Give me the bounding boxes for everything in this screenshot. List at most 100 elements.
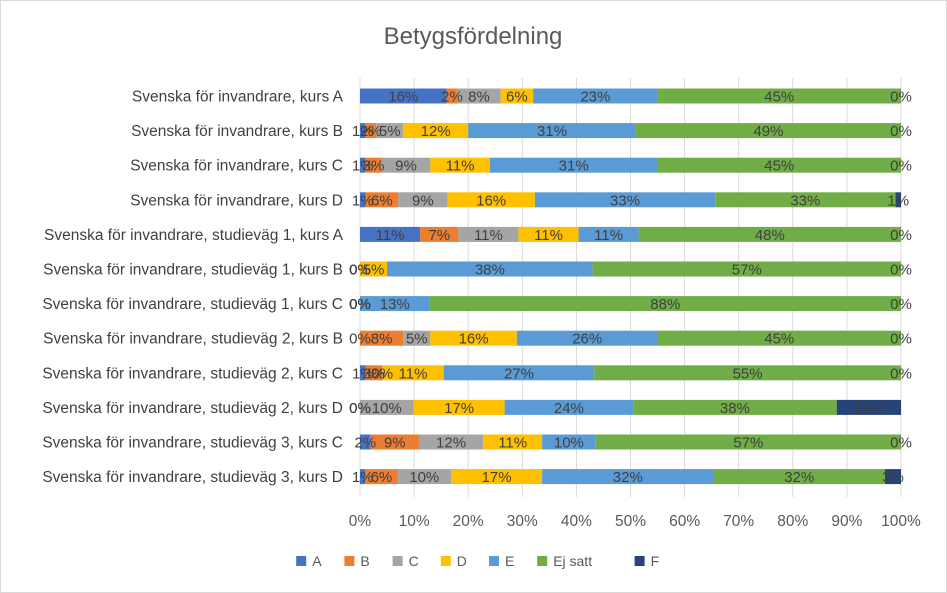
data-label: 6% [506,89,528,106]
x-tick-label: 30% [507,513,538,530]
data-label: 0% [349,400,371,417]
category-label: Svenska för invandrare, studieväg 2, kur… [42,365,343,382]
x-tick-label: 20% [453,513,484,530]
bar-segment [430,157,490,173]
data-label: 10% [372,400,402,417]
category-label: Svenska för invandrare, kurs B [131,123,343,140]
data-label: 55% [733,365,763,382]
bar-segment [638,226,901,242]
x-tick-label: 50% [615,513,646,530]
data-label: 31% [537,123,567,140]
bar-segment [533,88,658,104]
data-label: 2% [360,123,382,140]
bar-segment [360,434,371,450]
data-label: 32% [613,469,643,486]
data-label: 0% [890,296,912,313]
data-label: 45% [764,158,794,175]
data-label: 0% [349,296,371,313]
bar-segment [365,469,398,485]
bar-segment [443,365,595,381]
data-label: 32% [784,469,814,486]
data-label: 0% [371,365,393,382]
data-label: 45% [764,331,794,348]
bar-segment [413,399,505,415]
bar-segment [376,123,404,139]
data-label: 6% [371,469,393,486]
bar-segment [447,192,535,208]
category-label: Svenska för invandrare, studieväg 2, kur… [43,331,343,348]
bar-segment [534,192,716,208]
data-label: 13% [380,296,410,313]
data-label: 16% [459,331,489,348]
data-label: 0% [890,158,912,175]
category-label: Svenska för invandrare, kurs D [130,192,343,209]
data-label: 0% [890,262,912,279]
data-label: 16% [476,192,506,209]
data-label: 49% [753,123,783,140]
bar-segment [403,123,469,139]
bar-segment [504,399,634,415]
bar-segment [365,365,383,381]
bar-segment [595,434,901,450]
data-label: 5% [406,331,428,348]
data-label: 0% [349,296,371,313]
data-label: 7% [428,227,450,244]
bar-segment [360,365,366,381]
data-label: 45% [764,89,794,106]
data-label: 38% [720,400,750,417]
data-label: 31% [559,158,589,175]
data-label: 8% [468,89,490,106]
bar-segment [592,261,901,277]
bar-segment [633,399,837,415]
category-label: Svenska för invandrare, studieväg 3, kur… [42,469,343,486]
data-label: 11% [534,227,563,244]
data-label: 10% [409,469,439,486]
bar-segment [516,330,658,346]
legend-swatch [344,556,355,566]
legend-swatch [296,556,307,566]
bar-segment [360,192,366,208]
data-label: 10% [554,435,584,452]
data-label: 33% [790,192,820,209]
legend-swatch [634,556,645,566]
gridlines [359,78,902,497]
data-label: 17% [482,469,512,486]
data-label: 1% [352,158,374,175]
bar-segment [360,226,421,242]
legend-swatch [489,556,499,566]
bar-segment [360,469,366,485]
bar-segment [360,330,404,346]
data-label: 9% [395,158,417,175]
legend-swatch [537,556,548,566]
bar-segment [458,226,519,242]
data-label: 1% [887,192,909,209]
bar-segment [360,261,388,277]
data-label: 12% [854,400,884,417]
x-tick-label: 70% [723,513,754,530]
data-label: 88% [650,296,680,313]
data-label: 0% [890,365,912,382]
bar-segment [518,226,579,242]
x-tick-label: 90% [831,513,862,530]
category-label: Svenska för invandrare, studieväg 1, kur… [44,227,344,244]
data-label: 2% [355,435,377,452]
legend-label: A [312,553,322,569]
data-labels: 16% 2% 8% 6% 23% 45% 0%1%2%5% 12% 31% 49% 0%1%3% 9%… [349,89,912,487]
data-label: 9% [412,192,434,209]
data-label: 38% [475,262,505,279]
data-label: 3% [363,158,385,175]
legend-swatch [392,556,403,566]
data-label: 1% [352,192,374,209]
data-label: 0% [890,227,912,244]
bar-segment [365,123,377,139]
data-label: 2% [441,89,463,106]
x-tick-label: 0% [349,513,372,530]
bar-segment [500,88,534,104]
data-label: 0% [349,262,371,279]
data-label: 3% [882,469,904,486]
data-label: 0% [890,331,912,348]
bar-segment [360,296,430,312]
bar-segment [542,469,714,485]
x-tick-label: 100% [881,513,921,530]
bar-segment [381,157,431,173]
